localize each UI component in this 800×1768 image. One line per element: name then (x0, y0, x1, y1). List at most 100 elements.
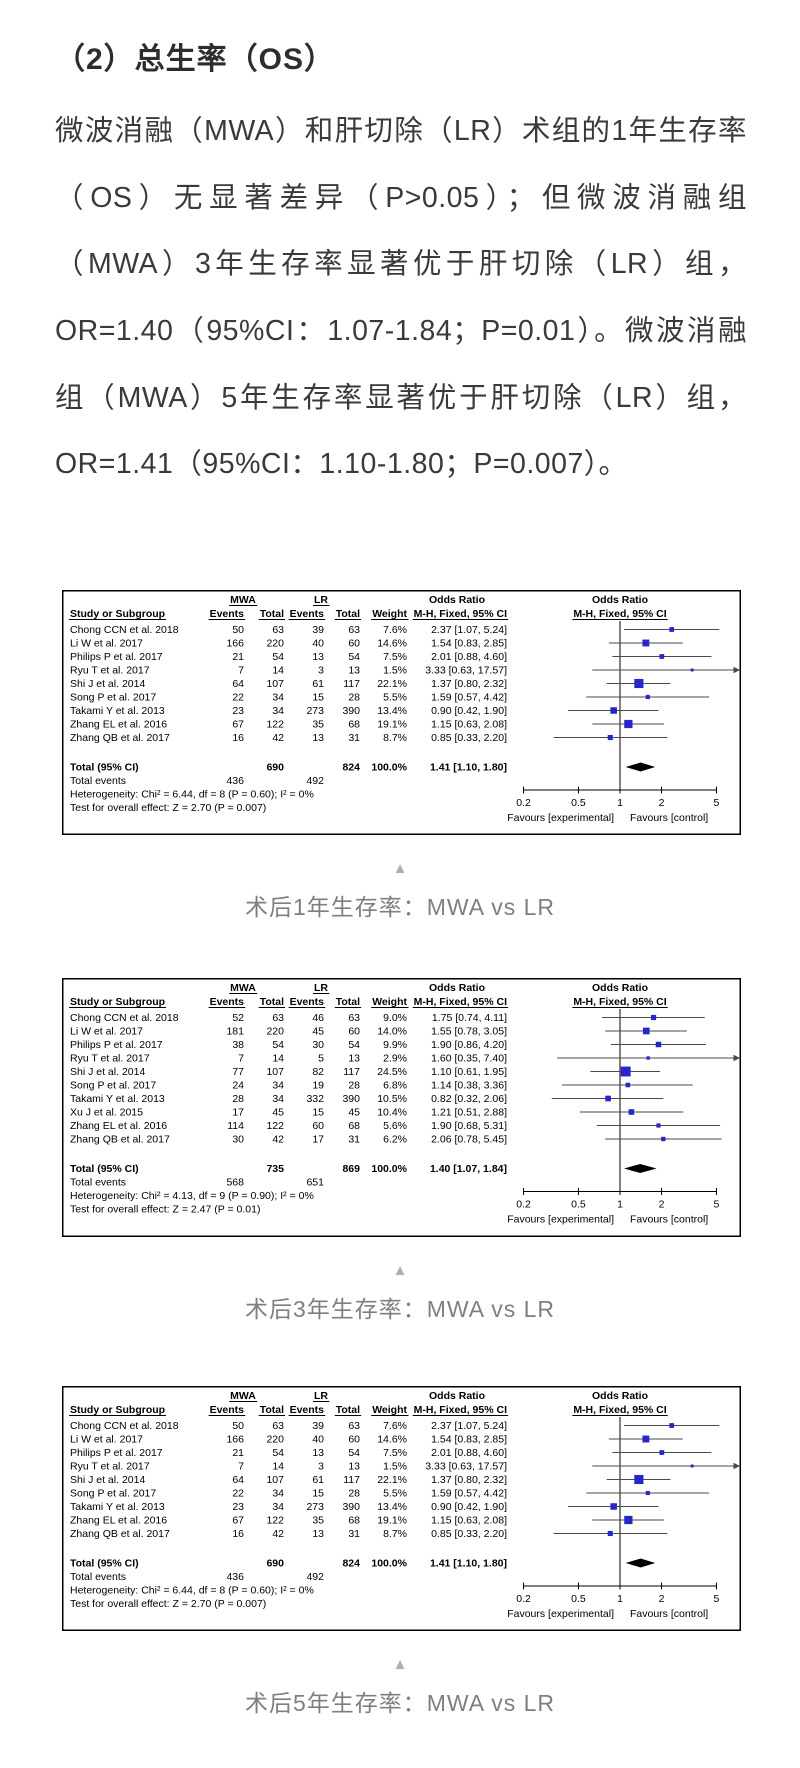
axis-tick-label: 1 (617, 797, 623, 809)
svg-text:31: 31 (348, 1528, 360, 1540)
col-mh-ci: M-H, Fixed, 95% CI (414, 608, 507, 620)
svg-text:13: 13 (312, 1528, 324, 1540)
col-total-lr: Total (336, 608, 360, 620)
svg-text:22.1%: 22.1% (377, 678, 407, 690)
col-mh-ci: M-H, Fixed, 95% CI (414, 996, 507, 1008)
svg-text:28: 28 (232, 1093, 244, 1105)
forest-plot-3y-canvas: MWA LR Odds Ratio Odds Ratio Study or Subgro… (62, 978, 741, 1238)
svg-text:14.6%: 14.6% (377, 1434, 407, 1446)
svg-text:14: 14 (272, 1053, 284, 1065)
ci-arrow-right (733, 1054, 740, 1062)
svg-text:13: 13 (312, 1447, 324, 1459)
svg-text:390: 390 (342, 705, 360, 717)
or-square-marker (625, 1082, 631, 1088)
triangle-marker-icon: ▲ (392, 1656, 408, 1674)
or-square-marker (661, 1136, 666, 1142)
svg-text:7: 7 (238, 665, 244, 677)
svg-text:14.0%: 14.0% (377, 1026, 407, 1038)
svg-text:7.6%: 7.6% (383, 1420, 407, 1432)
svg-text:390: 390 (342, 1093, 360, 1105)
total-label: Total (95% CI) (70, 1163, 139, 1175)
svg-text:1.5%: 1.5% (383, 665, 407, 677)
svg-text:21: 21 (232, 651, 244, 663)
ci-arrow-right (733, 1462, 740, 1470)
study-name: Philips P et al. 2017 (70, 1447, 163, 1459)
study-name: Zhang EL et al. 2016 (70, 1515, 167, 1527)
svg-text:14.6%: 14.6% (377, 638, 407, 650)
study-name: Takami Y et al. 2013 (70, 1093, 165, 1105)
graph-odds-ratio: Odds Ratio (592, 982, 648, 994)
svg-text:23: 23 (232, 1501, 244, 1513)
study-name: Ryu T et al. 2017 (70, 1053, 150, 1065)
svg-text:8.7%: 8.7% (383, 1528, 407, 1540)
study-name: Shi J et al. 2014 (70, 1066, 145, 1078)
svg-text:34: 34 (272, 1488, 284, 1500)
axis-tick-label: 1 (617, 1199, 623, 1211)
svg-text:166: 166 (226, 1434, 244, 1446)
axis-tick-label: 5 (714, 797, 720, 809)
svg-text:1.41 [1.10, 1.80]: 1.41 [1.10, 1.80] (430, 1558, 507, 1570)
graph-odds-ratio: Odds Ratio (592, 1390, 648, 1402)
svg-text:34: 34 (272, 692, 284, 704)
svg-text:21: 21 (232, 1447, 244, 1459)
total-label: Total (95% CI) (70, 1558, 139, 1570)
or-square-marker (659, 654, 665, 659)
svg-text:690: 690 (266, 762, 284, 774)
svg-text:63: 63 (348, 1012, 360, 1024)
svg-text:6.8%: 6.8% (383, 1080, 407, 1092)
study-name: Ryu T et al. 2017 (70, 1461, 150, 1473)
col-total-mwa: Total (260, 1404, 284, 1416)
col-events-lr: Events (290, 996, 325, 1008)
svg-text:1.21 [0.51, 2.88]: 1.21 [0.51, 2.88] (431, 1107, 507, 1119)
total-label: Total (95% CI) (70, 762, 139, 774)
svg-text:273: 273 (306, 1501, 324, 1513)
study-name: Li W et al. 2017 (70, 638, 143, 650)
col-group-lr: LR (314, 982, 328, 994)
svg-text:166: 166 (226, 638, 244, 650)
svg-text:34: 34 (272, 1093, 284, 1105)
svg-text:107: 107 (266, 1066, 284, 1078)
svg-text:117: 117 (343, 1066, 360, 1078)
svg-text:15: 15 (312, 1107, 324, 1119)
svg-text:82: 82 (312, 1066, 324, 1078)
svg-text:28: 28 (348, 1488, 360, 1500)
svg-text:492: 492 (306, 1571, 324, 1583)
study-name: Zhang QB et al. 2017 (70, 1134, 170, 1146)
axis-tick-label: 5 (714, 1199, 720, 1211)
body-paragraph: 微波消融（MWA）和肝切除（LR）术组的1年生存率（OS）无显著差异（P>0.0… (55, 115, 747, 481)
svg-text:1.14 [0.38, 3.36]: 1.14 [0.38, 3.36] (431, 1080, 507, 1092)
triangle-marker-icon: ▲ (392, 860, 408, 878)
svg-text:39: 39 (312, 624, 324, 636)
svg-text:42: 42 (272, 732, 284, 744)
svg-text:0.85 [0.33, 2.20]: 0.85 [0.33, 2.20] (431, 1528, 507, 1540)
svg-text:60: 60 (348, 638, 360, 650)
col-weight: Weight (372, 996, 407, 1008)
favours-control-label: Favours [control] (630, 1608, 708, 1620)
svg-text:14: 14 (272, 665, 284, 677)
figure-block-5y: MWA LR Odds Ratio Odds Ratio Study or Subgro… (0, 1386, 800, 1718)
svg-text:22: 22 (232, 692, 244, 704)
col-total-lr: Total (336, 996, 360, 1008)
svg-text:68: 68 (348, 719, 360, 731)
graph-mh-ci: M-H, Fixed, 95% CI (573, 996, 666, 1008)
svg-text:3.33 [0.63, 17.57]: 3.33 [0.63, 17.57] (425, 1461, 507, 1473)
or-square-marker (659, 1450, 665, 1455)
heterogeneity-text: Heterogeneity: Chi² = 6.44, df = 8 (P = … (70, 789, 314, 801)
svg-text:5.5%: 5.5% (383, 1488, 407, 1500)
or-square-marker (669, 627, 675, 633)
svg-text:15: 15 (312, 1488, 324, 1500)
svg-text:1.10 [0.61, 1.95]: 1.10 [0.61, 1.95] (431, 1066, 507, 1078)
favours-experimental-label: Favours [experimental] (507, 812, 614, 824)
svg-text:1.54 [0.83, 2.85]: 1.54 [0.83, 2.85] (431, 1434, 507, 1446)
study-name: Chong CCN et al. 2018 (70, 1420, 179, 1432)
svg-text:9.9%: 9.9% (383, 1039, 407, 1051)
svg-text:42: 42 (272, 1134, 284, 1146)
svg-text:181: 181 (226, 1026, 244, 1038)
or-square-marker (642, 1027, 650, 1035)
svg-text:3.33 [0.63, 17.57]: 3.33 [0.63, 17.57] (425, 665, 507, 677)
col-group-mwa: MWA (230, 982, 256, 994)
svg-text:61: 61 (312, 1474, 324, 1486)
svg-text:332: 332 (306, 1093, 324, 1105)
or-square-marker (634, 1475, 644, 1485)
svg-text:46: 46 (312, 1012, 324, 1024)
